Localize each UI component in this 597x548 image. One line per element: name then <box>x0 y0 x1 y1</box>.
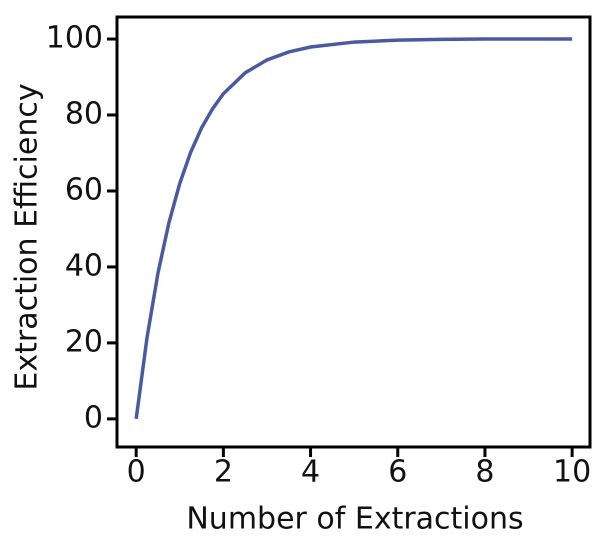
x-axis-label: Number of Extractions <box>186 502 523 537</box>
y-tick-label: 80 <box>65 97 103 132</box>
y-tick-label: 60 <box>65 172 103 207</box>
y-tick-label: 0 <box>84 400 103 435</box>
y-axis-label: Extraction Efficiency <box>10 83 45 390</box>
y-tick-label: 20 <box>65 324 103 359</box>
y-tick-label: 40 <box>65 248 103 283</box>
x-tick-label: 4 <box>301 455 320 490</box>
x-tick-label: 0 <box>127 455 146 490</box>
x-tick-label: 10 <box>553 455 591 490</box>
data-line <box>134 37 573 420</box>
x-tick-label: 6 <box>388 455 407 490</box>
plot-frame <box>115 15 592 449</box>
x-tick-label: 8 <box>475 455 494 490</box>
y-tick-label: 100 <box>46 21 103 56</box>
x-tick-label: 2 <box>214 455 233 490</box>
